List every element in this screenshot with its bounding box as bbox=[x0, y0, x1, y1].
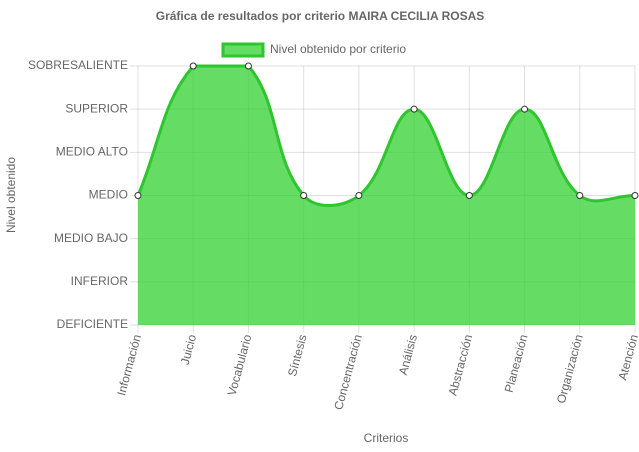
legend-label: Nivel obtenido por criterio bbox=[270, 42, 406, 56]
chart-title: Gráfica de resultados por criterio MAIRA… bbox=[156, 9, 485, 23]
point bbox=[244, 62, 252, 70]
x-tick-label: Análisis bbox=[396, 333, 420, 377]
point bbox=[189, 62, 197, 70]
line bbox=[136, 64, 636, 207]
point bbox=[576, 192, 584, 199]
x-tick-label: Juicio bbox=[178, 333, 200, 367]
x-tick-label: Concentración bbox=[331, 333, 365, 411]
area bbox=[138, 66, 635, 325]
x-tick-label: Síntesis bbox=[285, 333, 310, 378]
point bbox=[300, 192, 308, 199]
x-tick-label: Vocabulario bbox=[225, 333, 255, 398]
legend-swatch bbox=[221, 42, 265, 58]
x-tick-label: Organización bbox=[554, 333, 586, 405]
point bbox=[465, 192, 473, 199]
point bbox=[631, 192, 639, 199]
point bbox=[521, 105, 529, 113]
x-tick-label: Atención bbox=[615, 333, 639, 382]
point bbox=[355, 192, 363, 199]
y-tick-label: SUPERIOR bbox=[65, 101, 128, 115]
y-axis-title: Nivel obtenido bbox=[4, 157, 18, 233]
x-axis-title: Criterios bbox=[364, 431, 409, 445]
y-tick-label: SOBRESALIENTE bbox=[28, 58, 128, 72]
y-tick-label: MEDIO BAJO bbox=[54, 231, 128, 245]
x-tick-label: Abstracción bbox=[446, 333, 476, 397]
y-tick-label: INFERIOR bbox=[71, 274, 129, 288]
point bbox=[134, 192, 142, 199]
y-tick-label: DEFICIENTE bbox=[57, 317, 128, 331]
x-tick-label: Información bbox=[114, 333, 144, 397]
y-tick-label: MEDIO ALTO bbox=[56, 145, 128, 159]
x-tick-label: Planeación bbox=[502, 333, 531, 394]
point bbox=[410, 105, 418, 113]
y-tick-label: MEDIO bbox=[89, 188, 128, 202]
